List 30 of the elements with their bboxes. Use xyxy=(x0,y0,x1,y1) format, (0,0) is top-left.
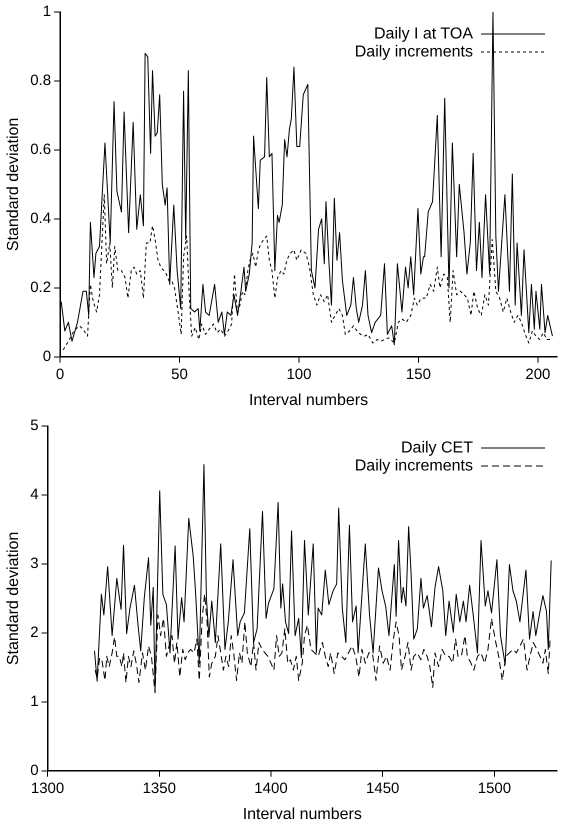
x-tick-label: 200 xyxy=(525,366,550,383)
x-tick-label: 1400 xyxy=(254,780,288,797)
y-tick-label: 0.2 xyxy=(30,278,52,296)
legend-label: Daily CET xyxy=(400,439,474,456)
x-tick-label: 150 xyxy=(406,366,431,383)
y-tick-label: 0 xyxy=(30,762,39,779)
y-tick-label: 3 xyxy=(30,555,39,572)
x-tick-label: 0 xyxy=(56,366,64,383)
legend-label: Daily increments xyxy=(354,457,473,474)
x-tick-label: 100 xyxy=(286,366,312,383)
x-tick-label: 1450 xyxy=(366,780,400,797)
x-tick-label: 1350 xyxy=(142,780,176,797)
y-tick-label: 0.6 xyxy=(30,141,52,158)
x-tick-label: 1500 xyxy=(478,780,512,797)
legend-label: Daily increments xyxy=(354,43,473,60)
y-axis-title: Standard deviation xyxy=(5,118,22,252)
legend-label: Daily I at TOA xyxy=(374,25,474,42)
y-tick-label: 5 xyxy=(30,417,39,434)
y-tick-label: 0.8 xyxy=(30,72,52,90)
y-tick-label: 1 xyxy=(42,3,52,20)
x-axis-title: Interval numbers xyxy=(242,806,362,823)
y-tick-label: 0.4 xyxy=(30,210,52,228)
x-tick-label: 50 xyxy=(171,366,188,383)
y-tick-label: 4 xyxy=(30,486,39,504)
y-axis-title: Standard deviation xyxy=(5,532,22,666)
y-tick-label: 0 xyxy=(42,348,52,365)
y-tick-label: 1 xyxy=(30,692,39,710)
x-tick-label: 1300 xyxy=(30,780,64,797)
y-tick-label: 2 xyxy=(30,624,39,642)
x-axis-title: Interval numbers xyxy=(248,392,368,409)
